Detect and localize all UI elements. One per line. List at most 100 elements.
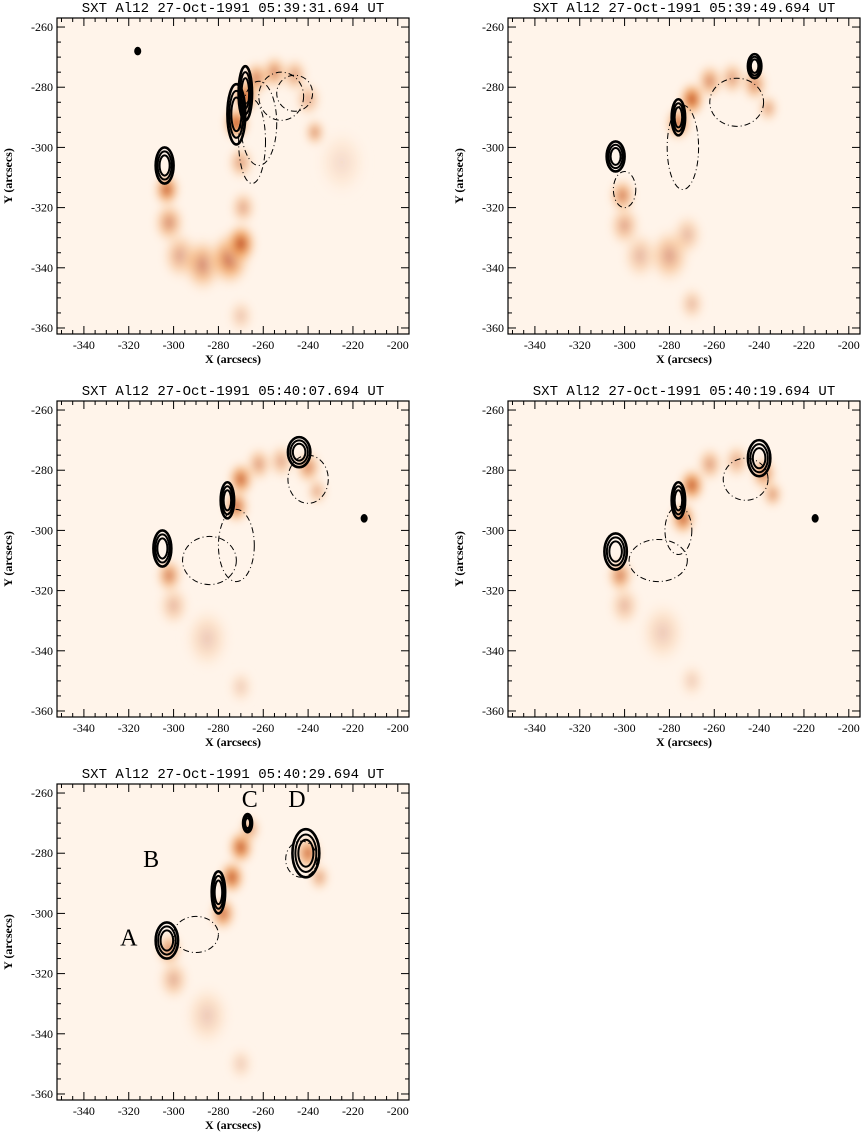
contour-solid: [751, 447, 767, 470]
contour-solid: [157, 925, 177, 956]
x-tick-label: -260: [703, 721, 725, 735]
contour-dashed: [258, 71, 305, 121]
y-tick-label: -260: [482, 20, 504, 34]
emission-source: [722, 441, 752, 481]
x-tick-label: -280: [207, 721, 229, 735]
x-tick-label: -220: [342, 338, 364, 352]
contour-solid: [219, 480, 236, 520]
y-tick-label: -280: [31, 846, 53, 860]
y-tick-label: -340: [31, 1027, 53, 1041]
contours-solid: [154, 812, 321, 960]
contour-solid: [603, 532, 629, 571]
x-tick-label: -340: [73, 721, 95, 735]
contour-solid: [244, 817, 252, 830]
panel-background: [508, 401, 860, 717]
y-tick-label: -300: [31, 906, 53, 920]
contour-dashed: [285, 840, 318, 878]
contour-dashed: [182, 535, 237, 586]
emission-source: [695, 61, 725, 101]
plot-frame: [56, 400, 410, 718]
contour-dashed: [238, 98, 267, 185]
emission-source: [305, 475, 329, 507]
plot-frame: [507, 17, 861, 335]
x-tick-label: -320: [118, 721, 140, 735]
contour-solid: [210, 869, 227, 915]
contours-dashed: [182, 454, 329, 586]
x-tick-label: -320: [118, 338, 140, 352]
contour-solid: [294, 833, 318, 873]
y-tick-label: -320: [482, 201, 504, 215]
emission-source: [228, 188, 258, 228]
y-axis-label: Y (arcsecs): [452, 531, 466, 587]
emission-source: [180, 603, 234, 674]
panel-1: -340 -320 -300 -280 -260 -240 -220 -200 -260 -280…: [1, 1, 410, 366]
footpoint-label: C: [242, 787, 258, 813]
contour-solid: [608, 540, 623, 563]
emission-source: [226, 667, 256, 707]
emission-source: [307, 861, 331, 893]
x-tick-label: -220: [342, 1104, 364, 1118]
y-tick-label: -360: [482, 321, 504, 335]
contour-solid: [222, 489, 233, 512]
emission-source: [226, 1044, 256, 1084]
y-tick-label: -340: [482, 644, 504, 658]
panel-background: [508, 18, 860, 334]
contour-dashed: [612, 170, 637, 209]
footpoint-label: A: [120, 925, 138, 951]
contour-dashed: [628, 538, 688, 583]
x-tick-label: -200: [387, 721, 409, 735]
emission-source: [607, 582, 643, 630]
x-tick-label: -220: [793, 721, 815, 735]
contour-solid: [605, 140, 626, 173]
x-tick-label: -320: [569, 338, 591, 352]
x-tick-label: -200: [387, 1104, 409, 1118]
y-axis-label: Y (arcsecs): [1, 148, 15, 204]
y-tick-label: -340: [31, 261, 53, 275]
contours-solid: [603, 438, 819, 571]
x-tick-label: -300: [163, 1104, 185, 1118]
y-tick-label: -260: [31, 403, 53, 417]
contour-dashed: [173, 915, 219, 954]
y-tick-label: -320: [31, 201, 53, 215]
contour-solid: [156, 150, 173, 181]
panel-4: -340 -320 -300 -280 -260 -240 -220 -200 -260 -280…: [452, 384, 861, 749]
y-tick-label: -280: [482, 463, 504, 477]
plot-frame: [56, 783, 410, 1101]
contour-dashed: [217, 508, 255, 583]
x-tick-label: -300: [614, 721, 636, 735]
y-tick-label: -360: [31, 321, 53, 335]
contour-solid: [152, 529, 173, 568]
emission-source: [740, 64, 770, 104]
emission-source: [312, 123, 371, 202]
emission-source: [293, 79, 323, 119]
x-axis-label: X (arcsecs): [205, 1118, 261, 1132]
contour-solid: [213, 879, 224, 906]
contour-dashed: [276, 74, 314, 112]
y-tick-label: -300: [31, 523, 53, 537]
y-axis-label: Y (arcsecs): [1, 531, 15, 587]
panel-background: [57, 401, 409, 717]
contour-solid: [158, 154, 171, 177]
x-tick-label: -320: [118, 1104, 140, 1118]
y-tick-label: -340: [482, 261, 504, 275]
contour-solid: [361, 515, 368, 522]
x-tick-label: -260: [252, 721, 274, 735]
y-tick-label: -300: [482, 140, 504, 154]
panel-5: -340 -320 -300 -280 -260 -240 -220 -200 -260 -280…: [1, 767, 410, 1132]
panel-title: SXT Al12 27-Oct-1991 05:39:31.694 UT: [82, 1, 384, 17]
contour-solid: [291, 827, 321, 879]
contour-solid: [159, 929, 175, 952]
y-tick-label: -320: [31, 967, 53, 981]
x-tick-label: -240: [297, 1104, 319, 1118]
emission-source: [180, 980, 234, 1051]
footpoint-label: B: [143, 847, 159, 873]
contour-solid: [605, 536, 626, 567]
x-tick-label: -220: [342, 721, 364, 735]
y-tick-label: -300: [482, 523, 504, 537]
contour-solid: [297, 838, 315, 868]
contour-dashed: [240, 80, 278, 166]
emission-source: [226, 142, 256, 183]
plot-frame: [507, 400, 861, 718]
contour-solid: [609, 147, 622, 166]
contour-solid: [226, 82, 247, 146]
